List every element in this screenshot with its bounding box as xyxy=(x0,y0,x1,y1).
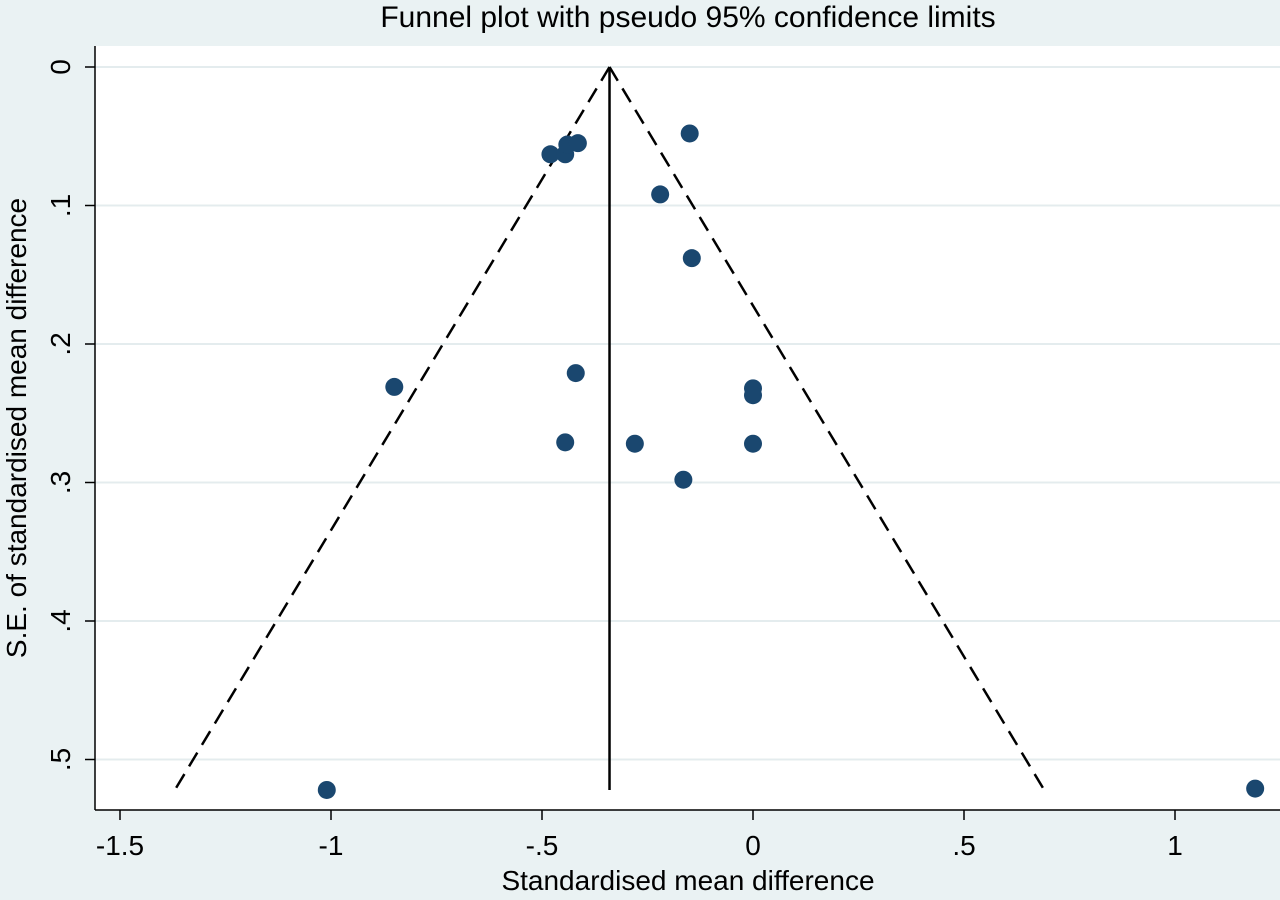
y-tick-label: 0 xyxy=(45,59,76,75)
data-point xyxy=(651,185,670,204)
data-point xyxy=(682,249,701,268)
y-tick-label: .3 xyxy=(45,471,76,494)
data-point xyxy=(625,434,644,453)
y-tick-label: .2 xyxy=(45,332,76,355)
data-point xyxy=(541,145,560,164)
x-axis-ticks: -1.5 -1 -.5 0 .5 1 xyxy=(96,810,1183,861)
x-tick-label: .5 xyxy=(952,830,975,861)
data-point xyxy=(744,434,762,453)
y-tick-label: .1 xyxy=(45,194,76,217)
funnel-lines xyxy=(173,66,1046,791)
y-tick-label: .5 xyxy=(45,748,76,771)
data-point xyxy=(556,433,575,452)
y-axis-ticks: 0 .1 .2 .3 .4 .5 xyxy=(45,59,95,771)
y-axis-label: S.E. of standardised mean difference xyxy=(1,198,32,658)
data-point xyxy=(1246,779,1265,798)
x-tick-label: -1 xyxy=(319,830,344,861)
data-point xyxy=(674,470,693,489)
data-points xyxy=(317,124,1265,799)
x-tick-label: -.5 xyxy=(526,830,559,861)
data-point xyxy=(317,780,336,799)
upper-confidence-limit-line xyxy=(608,66,1046,791)
data-point xyxy=(568,134,587,153)
x-tick-label: 1 xyxy=(1167,830,1183,861)
lower-confidence-limit-line xyxy=(173,66,611,791)
x-axis-label: Standardised mean difference xyxy=(501,865,874,895)
grid-lines xyxy=(95,66,1280,761)
plot-area xyxy=(95,46,1280,810)
x-tick-label: 0 xyxy=(745,830,761,861)
data-point xyxy=(566,364,585,383)
chart-title: Funnel plot with pseudo 95% confidence l… xyxy=(380,1,995,34)
data-point xyxy=(680,124,699,143)
data-point xyxy=(744,386,762,405)
y-tick-label: .4 xyxy=(45,609,76,632)
x-tick-label: -1.5 xyxy=(96,830,144,861)
data-point xyxy=(385,377,404,396)
